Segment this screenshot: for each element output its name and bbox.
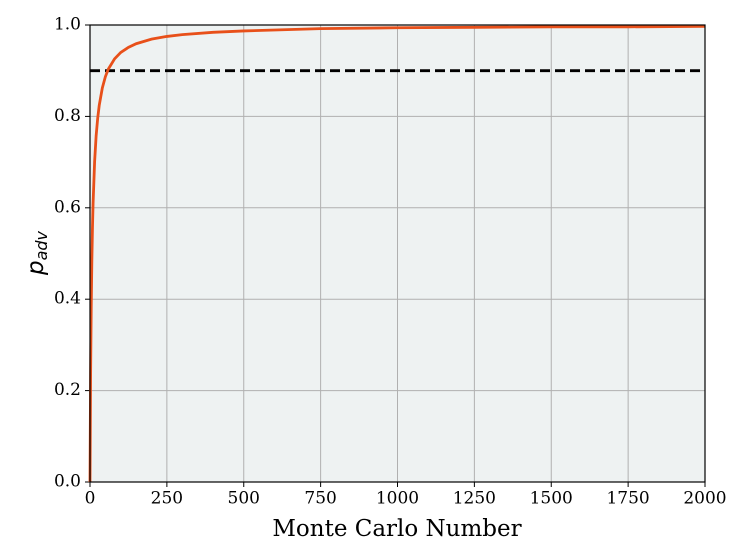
x-tick-label: 0: [85, 489, 96, 509]
x-tick-label: 2000: [683, 489, 726, 509]
x-tick-label: 1500: [530, 489, 573, 509]
x-tick-label: 250: [151, 489, 183, 509]
y-tick-label: 0.8: [54, 106, 81, 126]
x-tick-label: 1250: [453, 489, 496, 509]
plot-frame: [89, 24, 706, 483]
x-axis-label: Monte Carlo Number: [272, 516, 521, 542]
y-tick-label: 0.4: [54, 289, 81, 309]
y-tick-label: 0.6: [54, 197, 81, 217]
data-line: [88, 24, 706, 483]
x-tick-label: 1000: [376, 489, 419, 509]
x-tick-label: 500: [228, 489, 260, 509]
x-tick-label: 1750: [606, 489, 649, 509]
y-tick-label: 1.0: [54, 15, 81, 35]
y-axis-label-base: p: [23, 260, 49, 276]
x-tick-label: 750: [304, 489, 336, 509]
y-tick-label: 0.2: [54, 380, 81, 400]
y-axis-label-subscript: adv: [32, 230, 51, 260]
y-axis-label: padv: [23, 230, 51, 276]
y-tick-label: 0.0: [54, 472, 81, 492]
